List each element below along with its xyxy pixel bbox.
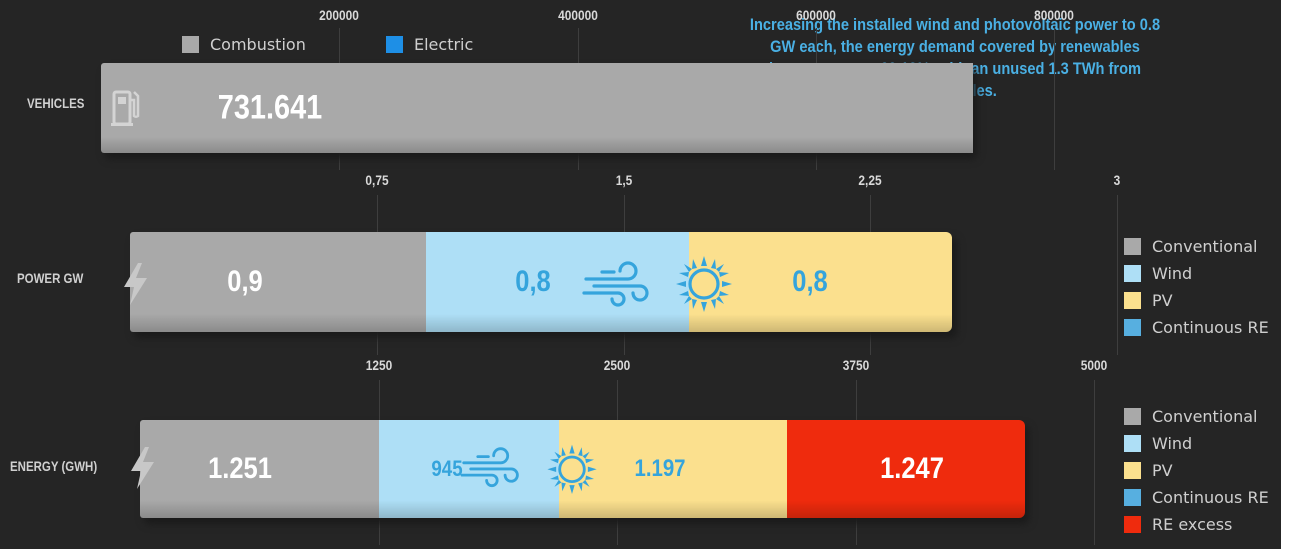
tick-label-energy-1: 2500	[603, 357, 631, 373]
data-label-energy-pv: 1.197	[634, 455, 686, 482]
tick-label-energy-2: 3750	[842, 357, 869, 373]
legend-item-combustion: Combustion	[182, 35, 306, 54]
legend-item-electric: Electric	[386, 35, 473, 54]
legend-label-combustion: Combustion	[210, 35, 306, 54]
sun-icon	[547, 444, 597, 499]
lightning-icon-svg	[124, 263, 147, 305]
bar-segment-power-pv: 0,8	[689, 232, 953, 332]
legend-swatch-electric	[386, 36, 403, 53]
legend-swatch-re-excess	[1124, 516, 1141, 533]
legend-item-conventional: Conventional	[1124, 237, 1257, 256]
lightning-icon	[127, 446, 157, 495]
tick-label-energy-0: 1250	[365, 357, 392, 373]
legend-label-wind: Wind	[1152, 264, 1193, 283]
row-label-vehicles: VEHICLES	[27, 95, 85, 111]
data-label-vehicles-combustion: 731.641	[217, 88, 323, 127]
legend-label-continuous-re: Continuous RE	[1152, 318, 1269, 337]
legend-swatch-combustion	[182, 36, 199, 53]
bar-segment-energy-wind: 945	[378, 420, 559, 518]
data-label-power-conventional: 0,9	[227, 265, 263, 298]
data-label-energy-re-excess: 1.247	[880, 452, 944, 485]
tick-label-vehicles-0: 200000	[319, 7, 360, 23]
data-label-energy-conventional: 1.251	[208, 452, 272, 485]
legend-label-pv: PV	[1152, 291, 1173, 310]
legend-label-wind: Wind	[1152, 434, 1193, 453]
legend-swatch-wind	[1124, 435, 1141, 452]
legend-item-conventional: Conventional	[1124, 407, 1257, 426]
tick-label-vehicles-1: 400000	[557, 7, 598, 23]
legend-swatch-pv	[1124, 292, 1141, 309]
gridline-power-3	[1117, 195, 1118, 355]
sun-icon	[676, 256, 732, 317]
legend-swatch-conventional	[1124, 238, 1141, 255]
tick-label-energy-3: 5000	[1080, 357, 1108, 373]
data-label-power-wind: 0,8	[515, 265, 551, 298]
legend-item-pv: PV	[1124, 461, 1173, 480]
bar-segment-energy-conventional: 1.251	[140, 420, 379, 518]
fuel-pump-icon	[110, 86, 140, 133]
wind-icon	[460, 443, 522, 493]
legend-label-electric: Electric	[414, 35, 474, 54]
legend-swatch-wind	[1124, 265, 1141, 282]
lightning-icon	[120, 262, 150, 311]
legend-item-wind: Wind	[1124, 434, 1192, 453]
legend-item-continuous-re: Continuous RE	[1124, 488, 1269, 507]
bar-segment-power-conventional: 0,9	[130, 232, 427, 332]
sun-icon-svg	[676, 256, 732, 312]
tick-label-power-3: 3	[1113, 172, 1121, 188]
data-label-power-pv: 0,8	[792, 265, 828, 298]
legend-item-re-excess: RE excess	[1124, 515, 1232, 534]
tick-label-power-1: 1,5	[615, 172, 632, 188]
gridline-energy-3	[1094, 380, 1095, 545]
legend-label-re-excess: RE excess	[1152, 515, 1233, 534]
wind-icon	[582, 257, 652, 314]
bar-segment-energy-pv: 1.197	[558, 420, 788, 518]
tick-label-vehicles-2: 600000	[795, 7, 836, 23]
legend-item-continuous-re: Continuous RE	[1124, 318, 1269, 337]
tick-label-power-2: 2,25	[858, 172, 882, 188]
wind-icon-svg	[460, 447, 519, 488]
data-label-energy-wind: 945	[431, 456, 463, 481]
bar-segment-energy-re-excess: 1.247	[787, 420, 1026, 518]
legend-item-wind: Wind	[1124, 264, 1192, 283]
tick-label-vehicles-3: 800000	[1034, 7, 1074, 23]
legend-label-continuous-re: Continuous RE	[1152, 488, 1269, 507]
legend-label-pv: PV	[1152, 461, 1173, 480]
legend-swatch-pv	[1124, 462, 1141, 479]
legend-item-pv: PV	[1124, 291, 1173, 310]
lightning-icon-svg	[131, 447, 154, 489]
bar-segment-power-wind: 0,8	[426, 232, 690, 332]
gridline-vehicles-3	[1054, 28, 1055, 170]
legend-swatch-conventional	[1124, 408, 1141, 425]
legend-label-conventional: Conventional	[1152, 407, 1258, 426]
row-label-power: POWER GW	[17, 270, 84, 286]
wind-icon-svg	[582, 261, 649, 307]
legend-swatch-continuous-re	[1124, 319, 1141, 336]
fuel-pump-icon-svg	[111, 90, 140, 126]
sun-icon-svg	[547, 444, 597, 494]
row-label-energy: ENERGY (GWH)	[10, 458, 98, 474]
bar-segment-vehicles-combustion: 731.641	[101, 63, 973, 153]
legend-label-conventional: Conventional	[1152, 237, 1258, 256]
tick-label-power-0: 0,75	[365, 172, 389, 188]
legend-swatch-continuous-re	[1124, 489, 1141, 506]
